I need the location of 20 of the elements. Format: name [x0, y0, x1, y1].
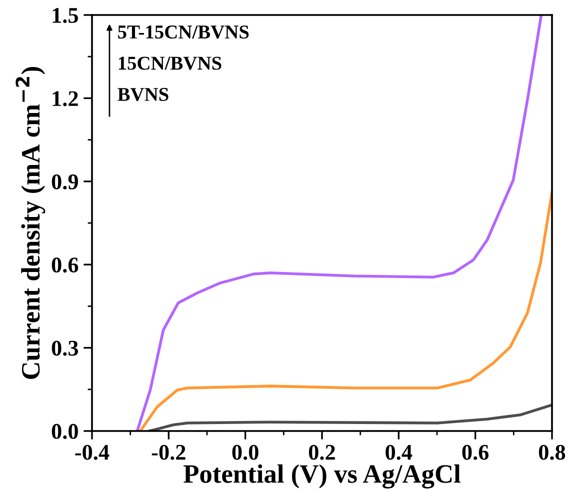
annotation: 15CN/BVNS: [118, 56, 222, 70]
x-tick-label: 0.8: [538, 444, 566, 460]
annotation: 5T-15CN/BVNS: [118, 26, 249, 39]
line-series: [138, 191, 552, 431]
y-tick-label: 1.5: [52, 8, 78, 24]
x-axis-title: Potential (V) vs Ag/AgCl: [184, 464, 460, 488]
x-tick-label: 0.6: [462, 444, 489, 460]
y-tick-label: 0.9: [52, 174, 78, 190]
y-tick-label: 0.0: [52, 424, 78, 440]
x-tick-label: 0.0: [232, 444, 258, 460]
annotation: BVNS: [118, 88, 168, 102]
x-tick-label: 0.2: [308, 444, 335, 460]
y-axis-title: Current density (mA cm$^{−2}$): [16, 67, 46, 379]
line-series: [148, 404, 552, 431]
x-tick-label: -0.2: [152, 444, 186, 460]
x-tick-label: -0.4: [75, 444, 110, 460]
y-tick-label: 1.2: [52, 91, 78, 106]
y-tick-label: 0.6: [52, 258, 78, 273]
y-tick-label: 0.3: [52, 340, 78, 356]
x-tick-label: 0.4: [386, 444, 412, 460]
